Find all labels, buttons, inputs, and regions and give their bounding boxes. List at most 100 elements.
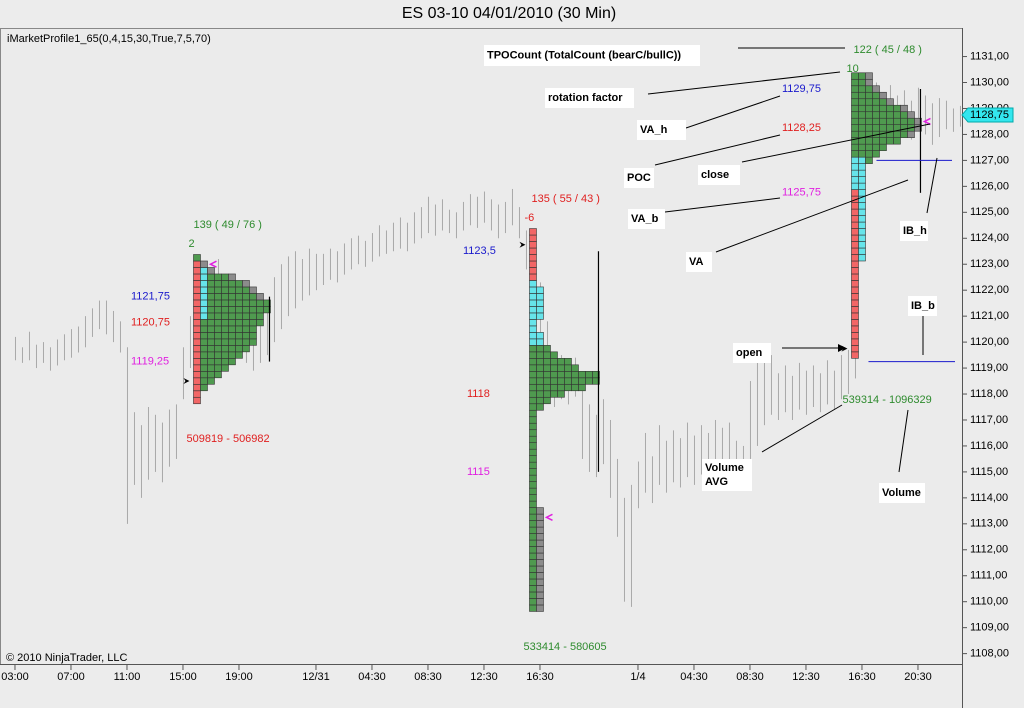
- tpo-square: [228, 273, 236, 281]
- tpo-square: [193, 377, 201, 385]
- tpo-square: [865, 78, 873, 87]
- tpo-square: [858, 208, 866, 216]
- tpo-square: [228, 293, 236, 301]
- tpo-square: [886, 98, 894, 106]
- tpo-square: [851, 234, 859, 242]
- callout-text: IB_h: [903, 225, 927, 237]
- tpo-square: [536, 526, 544, 534]
- tpo-square: [865, 156, 873, 164]
- y-tick-label: 1112,00: [970, 544, 1008, 556]
- plot-area: [0, 28, 963, 665]
- tpo-square: [228, 351, 236, 359]
- tpo-square: [529, 481, 537, 489]
- tpo-square: [536, 332, 544, 340]
- tpo-square: [235, 325, 243, 333]
- tpo-square: [529, 234, 537, 242]
- tpo-square: [851, 130, 859, 138]
- tpo-square: [193, 319, 201, 327]
- open-arrow: [519, 241, 526, 248]
- open-arrow: [183, 378, 190, 385]
- tpo-square: [249, 312, 257, 320]
- tpo-square: [200, 299, 208, 307]
- tpo-square: [585, 377, 593, 385]
- tpo-square: [529, 572, 537, 580]
- tpo-square: [529, 364, 537, 372]
- tpo-square: [249, 299, 257, 307]
- tpo-square: [879, 117, 887, 125]
- tpo-square: [851, 293, 859, 301]
- tpo-square: [851, 299, 859, 307]
- tpo-square: [235, 312, 243, 320]
- tpo-square: [900, 117, 908, 125]
- tpo-square: [207, 286, 215, 294]
- tpo-square: [529, 435, 537, 443]
- tpo-square: [851, 208, 859, 216]
- tpo-square: [200, 377, 208, 385]
- close-arrow: [208, 260, 217, 268]
- tpo-square: [851, 306, 859, 314]
- tpo-square: [529, 325, 537, 333]
- tpo-square: [193, 312, 201, 320]
- tpo-square: [214, 345, 222, 353]
- tpo-square: [858, 104, 866, 113]
- tpo-square: [529, 552, 537, 560]
- tpo-square: [893, 104, 901, 113]
- profile: [851, 72, 922, 359]
- y-tick-label: 1117,00: [970, 414, 1008, 426]
- tpo-square: [193, 358, 201, 366]
- tpo-square: [214, 351, 222, 359]
- copyright: © 2010 NinjaTrader, LLC: [6, 652, 127, 664]
- tpo-square: [235, 286, 243, 294]
- tpo-square: [221, 293, 229, 301]
- x-tick-label: 03:00: [1, 671, 29, 683]
- tpo-square: [214, 299, 222, 307]
- tpo-square: [214, 293, 222, 301]
- tpo-square: [193, 260, 201, 268]
- tpo-square: [529, 604, 537, 612]
- tpo-square: [557, 364, 565, 372]
- tpo-square: [865, 72, 873, 80]
- tpo-square: [242, 319, 250, 327]
- callout-box: [908, 296, 937, 316]
- tpo-square: [900, 104, 908, 113]
- tpo-square: [851, 215, 859, 223]
- tpo-square: [193, 306, 201, 314]
- tpo-square: [536, 520, 544, 528]
- tpo-square: [536, 358, 544, 366]
- tpo-square: [872, 117, 880, 125]
- tpo-square: [529, 598, 537, 606]
- indicator-label: iMarketProfile1_65(0,4,15,30,True,7,5,70…: [7, 33, 211, 45]
- x-tick-label: 12:30: [470, 671, 498, 683]
- tpo-square: [879, 91, 887, 100]
- tpo-square: [214, 319, 222, 327]
- tpo-square: [221, 332, 229, 340]
- tpo-square: [550, 351, 558, 359]
- tpo-square: [529, 507, 537, 515]
- tpo-square: [207, 345, 215, 353]
- tpo-square: [851, 286, 859, 294]
- va-h-label: 1129,75: [782, 83, 821, 95]
- tpo-square: [851, 156, 859, 164]
- tpo-square: [221, 312, 229, 320]
- tpo-square: [536, 312, 544, 320]
- y-tick-label: 1113,00: [970, 518, 1008, 530]
- callout-box: [545, 88, 634, 108]
- rotation-factor: 2: [188, 238, 194, 250]
- tpo-square: [249, 293, 257, 301]
- tpo-square: [893, 137, 901, 145]
- callout-line: [898, 409, 909, 473]
- callout-arrowhead: [838, 344, 846, 352]
- tpo-square: [536, 552, 544, 560]
- tpo-square: [886, 117, 894, 125]
- callout-line: [664, 197, 781, 213]
- va-h-label: 1121,75: [131, 291, 170, 303]
- tpo-square: [851, 163, 859, 171]
- tpo-square: [221, 358, 229, 366]
- tpo-square: [228, 332, 236, 340]
- tpo-square: [851, 319, 859, 327]
- tpo-square: [578, 377, 586, 385]
- close-arrow: [544, 513, 553, 522]
- tpo-square: [200, 273, 208, 281]
- tpo-square: [851, 176, 859, 184]
